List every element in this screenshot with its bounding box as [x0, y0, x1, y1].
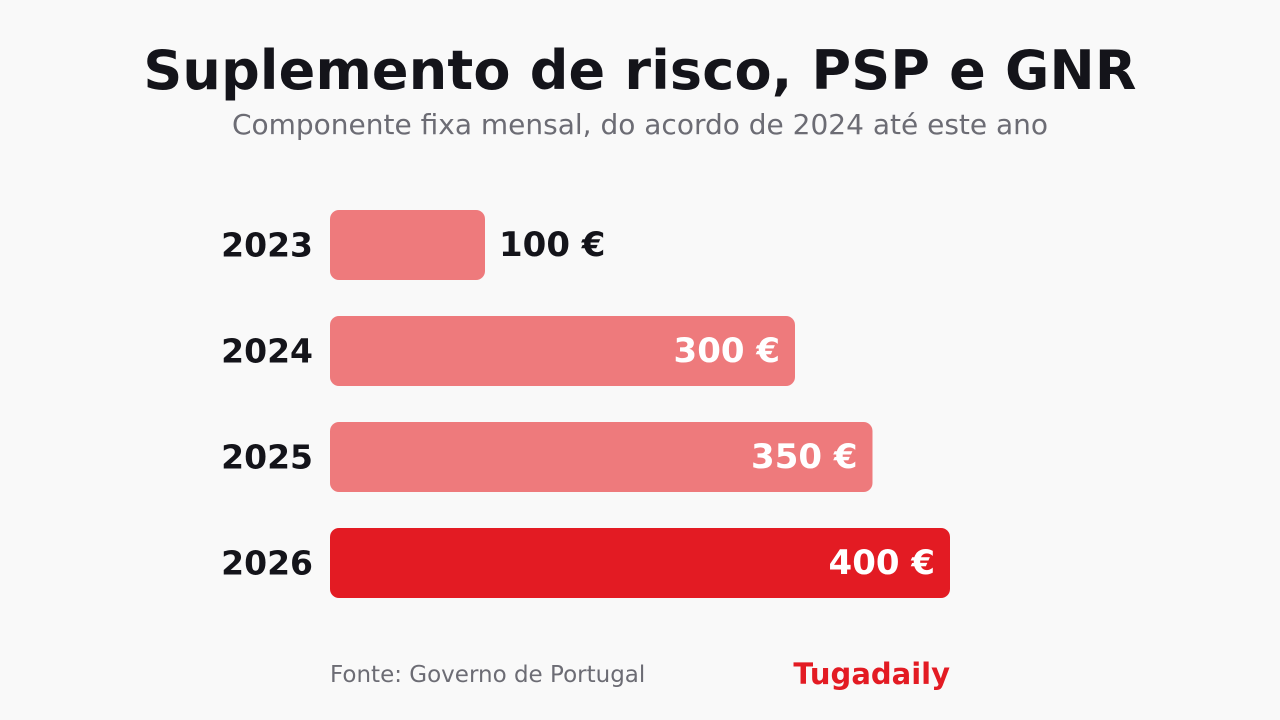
brand-logo: Tugadaily: [793, 657, 950, 691]
chart-subtitle: Componente fixa mensal, do acordo de 202…: [231, 108, 1049, 141]
value-label-2023: 100 €: [499, 225, 605, 265]
source-note: Fonte: Governo de Portugal: [330, 662, 646, 688]
category-label-2024: 2024: [221, 332, 313, 371]
bar-2024: [330, 316, 795, 386]
value-label-2024: 300 €: [674, 331, 780, 371]
chart-title: Suplemento de risco, PSP e GNR: [143, 39, 1137, 102]
value-label-2025: 350 €: [751, 437, 857, 477]
value-label-2026: 400 €: [829, 543, 935, 583]
bar-2023: [330, 210, 485, 280]
category-label-2023: 2023: [221, 226, 313, 265]
category-label-2026: 2026: [221, 544, 313, 583]
bar-2025: [330, 422, 873, 492]
bar-2026: [330, 528, 950, 598]
category-label-2025: 2025: [221, 438, 313, 477]
